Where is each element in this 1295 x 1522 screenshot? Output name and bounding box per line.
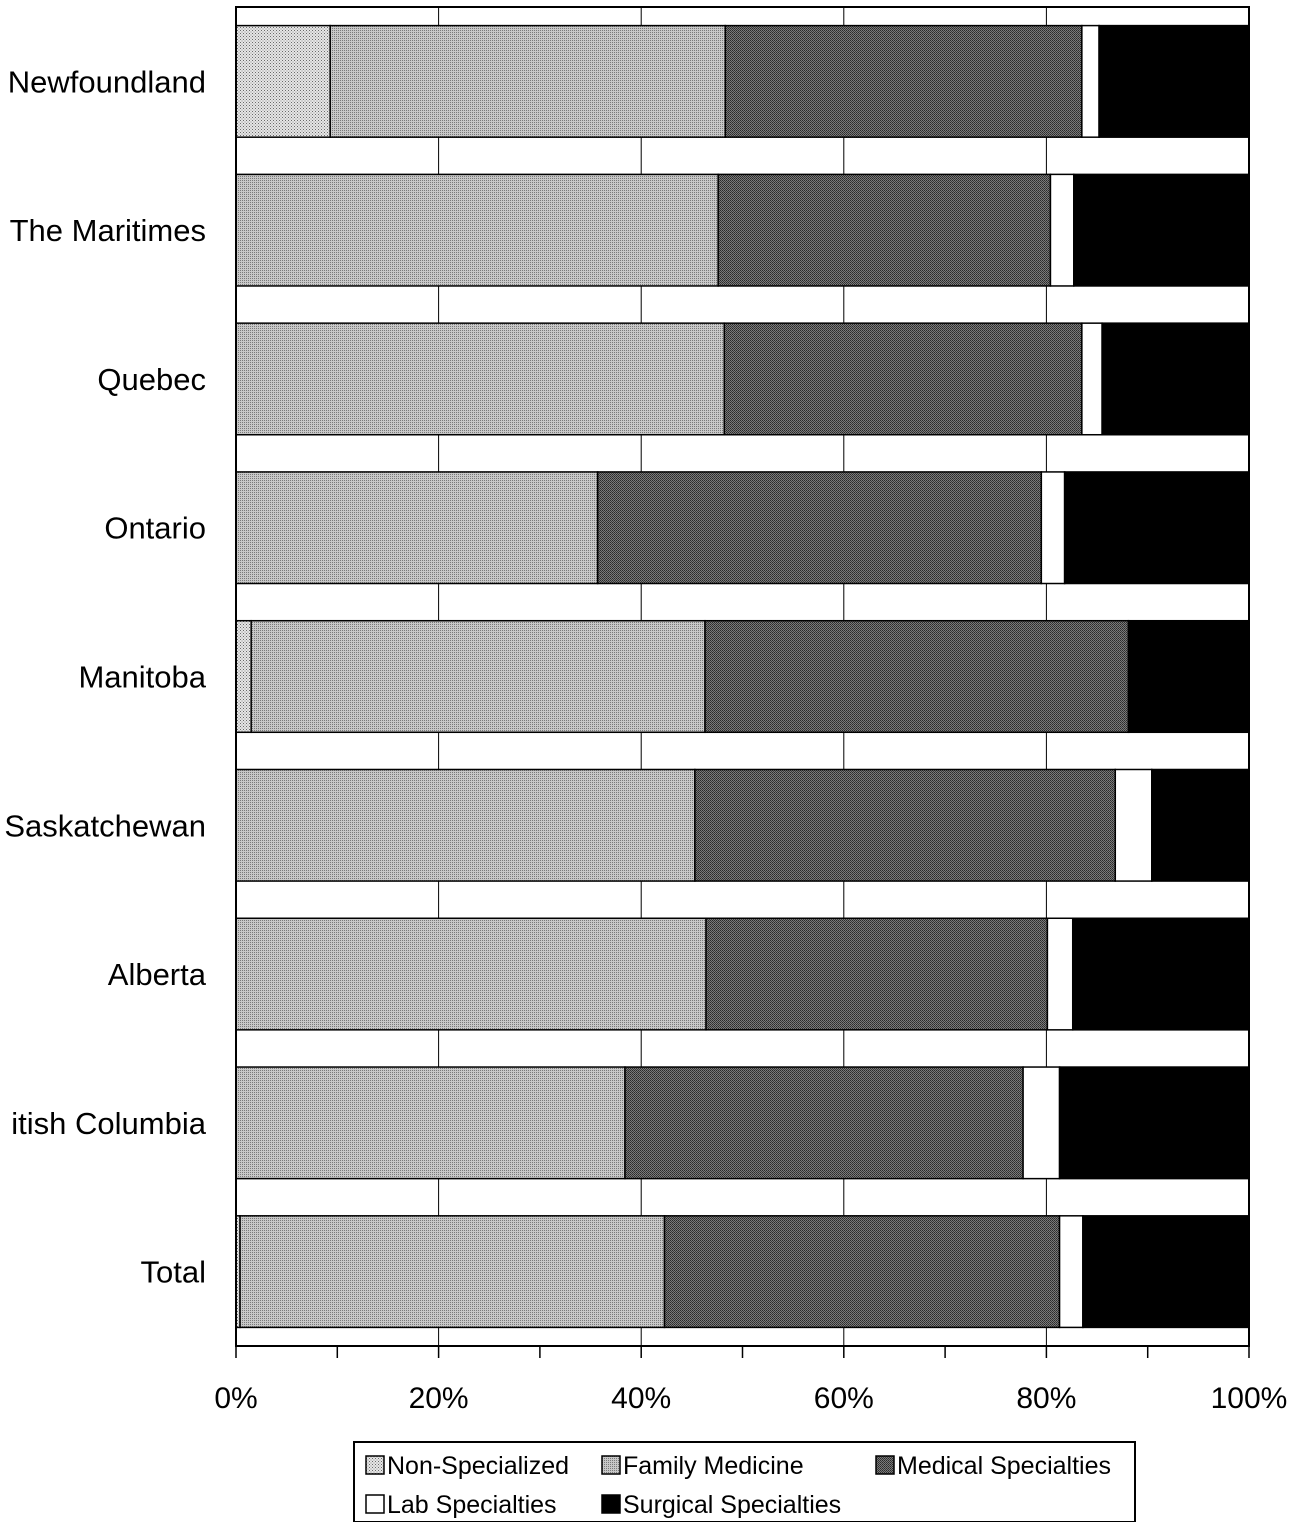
bar-total-surgical-specialties xyxy=(1082,1215,1250,1329)
legend-swatch-non-specialized xyxy=(365,1455,385,1475)
bar-newfoundland-lab-specialties xyxy=(1081,24,1100,138)
legend-swatch-surgical-specialties xyxy=(601,1494,621,1514)
bar-itish-columbia-lab-specialties xyxy=(1022,1066,1061,1180)
category-label-the-maritimes: The Maritimes xyxy=(10,213,206,248)
bar-the-maritimes-family-medicine xyxy=(235,173,719,287)
bar-ontario-family-medicine xyxy=(235,471,599,585)
bar-alberta-family-medicine xyxy=(235,917,707,1031)
legend-swatch-medical-specialties xyxy=(875,1455,895,1475)
x-tick-label-100: 100% xyxy=(1211,1382,1288,1415)
bar-alberta-lab-specialties xyxy=(1046,917,1074,1031)
bar-quebec-lab-specialties xyxy=(1081,322,1103,436)
bar-saskatchewan-medical-specialties xyxy=(694,768,1117,882)
bar-manitoba-medical-specialties xyxy=(704,619,1130,734)
bar-itish-columbia-medical-specialties xyxy=(624,1066,1024,1180)
bar-ontario-surgical-specialties xyxy=(1063,471,1250,585)
bar-manitoba-non-specialized xyxy=(235,619,252,734)
bar-itish-columbia-surgical-specialties xyxy=(1058,1066,1250,1180)
legend-label-surgical-specialties: Surgical Specialties xyxy=(623,1491,841,1519)
x-tick-label-40: 40% xyxy=(611,1382,671,1415)
legend-label-family-medicine: Family Medicine xyxy=(623,1452,804,1480)
legend-box xyxy=(353,1441,1136,1522)
bar-ontario-medical-specialties xyxy=(596,471,1043,585)
category-label-quebec: Quebec xyxy=(97,362,206,397)
category-label-alberta: Alberta xyxy=(108,957,207,992)
bar-saskatchewan-surgical-specialties xyxy=(1151,768,1250,882)
bar-quebec-medical-specialties xyxy=(723,322,1083,436)
legend-swatch-family-medicine xyxy=(601,1455,621,1475)
x-tick-label-20: 20% xyxy=(409,1382,469,1415)
bar-quebec-surgical-specialties xyxy=(1101,322,1250,436)
bar-manitoba-surgical-specialties xyxy=(1127,619,1250,734)
bar-manitoba-family-medicine xyxy=(250,619,706,734)
bar-saskatchewan-family-medicine xyxy=(235,768,696,882)
category-label-saskatchewan: Saskatchewan xyxy=(4,808,206,843)
category-label-manitoba: Manitoba xyxy=(78,660,206,695)
bar-alberta-surgical-specialties xyxy=(1071,917,1250,1031)
bar-newfoundland-medical-specialties xyxy=(724,24,1083,138)
x-axis-ticks: 0% 20% 40% 60% 80% 100% xyxy=(214,1346,1287,1415)
bar-the-maritimes-lab-specialties xyxy=(1049,173,1075,287)
bar-ontario-lab-specialties xyxy=(1040,471,1066,585)
legend-swatch-lab-specialties xyxy=(365,1494,385,1514)
bar-newfoundland-family-medicine xyxy=(329,24,727,138)
x-tick-label-80: 80% xyxy=(1016,1382,1076,1415)
bar-newfoundland-surgical-specialties xyxy=(1098,24,1250,138)
bars xyxy=(235,24,1250,1329)
legend-label-medical-specialties: Medical Specialties xyxy=(897,1452,1111,1480)
x-tick-label-0: 0% xyxy=(214,1382,257,1415)
category-label-itish-columbia: itish Columbia xyxy=(11,1106,206,1141)
x-tick-label-60: 60% xyxy=(814,1382,874,1415)
bar-total-medical-specialties xyxy=(663,1215,1061,1329)
bar-alberta-medical-specialties xyxy=(705,917,1049,1031)
bar-the-maritimes-medical-specialties xyxy=(717,173,1052,287)
bar-total-family-medicine xyxy=(239,1215,666,1329)
category-label-newfoundland: Newfoundland xyxy=(8,64,206,99)
legend: Non-Specialized Family Medicine Medical Sp… xyxy=(353,1441,1136,1522)
legend-label-lab-specialties: Lab Specialties xyxy=(387,1491,557,1519)
bar-quebec-family-medicine xyxy=(235,322,726,436)
bar-newfoundland-non-specialized xyxy=(235,24,331,138)
bar-saskatchewan-lab-specialties xyxy=(1114,768,1153,882)
bar-itish-columbia-family-medicine xyxy=(235,1066,626,1180)
bar-total-lab-specialties xyxy=(1058,1215,1084,1329)
legend-label-non-specialized: Non-Specialized xyxy=(387,1452,569,1480)
category-label-total: Total xyxy=(141,1255,206,1290)
category-labels: Newfoundland The Maritimes Quebec Ontario Ma… xyxy=(4,64,206,1289)
category-label-ontario: Ontario xyxy=(104,511,206,546)
bar-the-maritimes-surgical-specialties xyxy=(1073,173,1250,287)
